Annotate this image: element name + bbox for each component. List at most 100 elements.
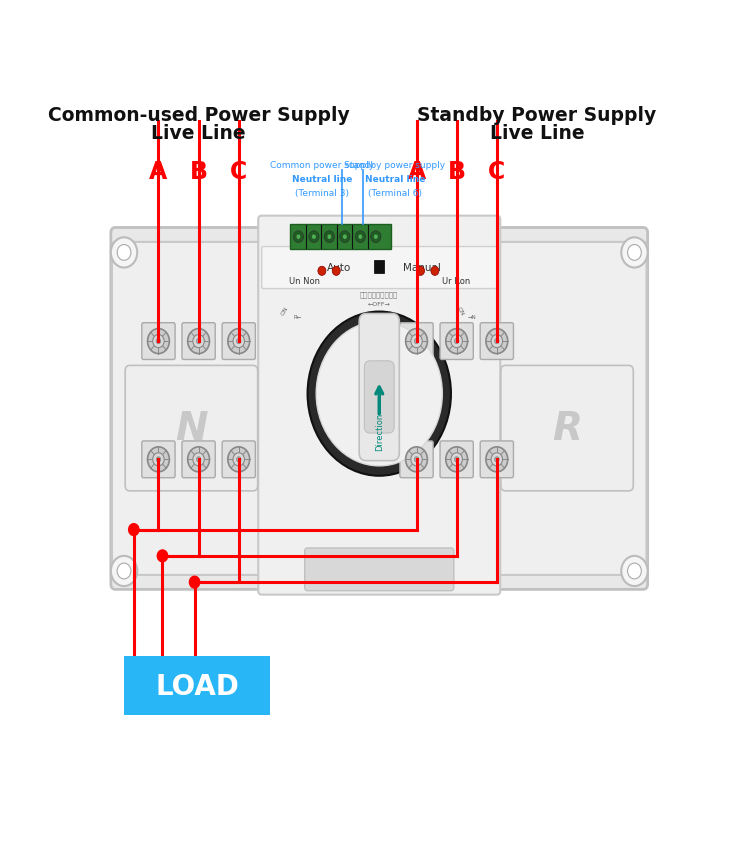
FancyBboxPatch shape [182,441,215,478]
Circle shape [233,453,244,466]
Circle shape [486,447,508,472]
FancyBboxPatch shape [400,323,433,360]
Circle shape [371,232,381,244]
Text: Direction: Direction [374,412,384,450]
Circle shape [309,232,319,244]
Circle shape [494,339,499,344]
Circle shape [327,235,332,240]
Text: R←: R← [294,315,302,320]
Circle shape [152,453,164,466]
Text: A: A [408,160,425,184]
Circle shape [237,339,241,344]
Circle shape [454,339,459,344]
Circle shape [417,267,425,276]
Circle shape [411,453,423,466]
FancyBboxPatch shape [142,323,175,360]
FancyBboxPatch shape [262,247,497,289]
FancyBboxPatch shape [222,323,255,360]
Circle shape [296,235,300,240]
Circle shape [152,335,164,348]
Text: Neutral line: Neutral line [292,176,352,184]
Text: Standby Power Supply: Standby Power Supply [417,106,656,124]
FancyBboxPatch shape [125,366,258,492]
Circle shape [147,329,169,354]
Text: Ur Ron: Ur Ron [442,277,470,285]
Text: R: R [552,410,582,448]
Bar [374,261,384,273]
Text: (Terminal 6): (Terminal 6) [368,188,422,198]
Text: ON: ON [456,305,465,316]
Text: Neutral line: Neutral line [365,176,425,184]
Circle shape [233,335,244,348]
Circle shape [129,524,139,536]
Circle shape [355,232,366,244]
Circle shape [332,267,340,276]
Circle shape [622,238,648,268]
Circle shape [188,447,209,472]
Circle shape [411,335,423,348]
Text: Live Line: Live Line [151,124,246,143]
Text: LOAD: LOAD [155,672,239,700]
Circle shape [451,335,462,348]
Text: Standby power supply: Standby power supply [344,161,445,170]
Text: B: B [448,160,465,184]
Circle shape [414,458,419,463]
Circle shape [486,329,508,354]
Text: →N: →N [468,315,477,320]
Circle shape [343,235,347,240]
FancyBboxPatch shape [305,549,454,591]
Circle shape [111,238,137,268]
FancyBboxPatch shape [112,243,283,575]
FancyBboxPatch shape [258,216,500,595]
Circle shape [111,556,137,586]
FancyBboxPatch shape [364,361,394,434]
Circle shape [237,458,241,463]
Circle shape [156,339,161,344]
Text: Auto: Auto [327,262,351,273]
Text: Common-used Power Supply: Common-used Power Supply [47,106,349,124]
Circle shape [324,232,334,244]
Circle shape [628,563,642,579]
Text: B: B [189,160,208,184]
Circle shape [491,453,502,466]
FancyBboxPatch shape [480,323,514,360]
Circle shape [293,232,303,244]
FancyBboxPatch shape [142,441,175,478]
Bar [290,225,391,250]
Text: N: N [175,410,207,448]
Text: Live Line: Live Line [490,124,585,143]
FancyBboxPatch shape [359,314,400,461]
Text: A: A [149,160,167,184]
Circle shape [358,235,363,240]
FancyBboxPatch shape [400,441,433,478]
FancyBboxPatch shape [111,228,648,590]
Circle shape [196,458,201,463]
Circle shape [318,267,326,276]
Text: Manual: Manual [403,262,441,273]
Circle shape [494,458,499,463]
Circle shape [156,458,161,463]
Text: C: C [230,160,247,184]
Circle shape [454,458,459,463]
Circle shape [117,563,131,579]
Circle shape [312,235,316,240]
Circle shape [622,556,648,586]
Circle shape [628,245,642,261]
Circle shape [196,339,201,344]
Circle shape [193,335,204,348]
Text: C: C [488,160,505,184]
FancyBboxPatch shape [440,323,474,360]
Circle shape [491,335,502,348]
Circle shape [414,339,419,344]
Text: Un Non: Un Non [289,277,320,285]
Text: ON: ON [280,305,290,316]
Circle shape [147,447,169,472]
Circle shape [406,329,428,354]
FancyBboxPatch shape [182,323,215,360]
Bar [124,657,270,716]
Circle shape [308,312,451,476]
Circle shape [451,453,462,466]
FancyBboxPatch shape [480,441,514,478]
FancyBboxPatch shape [222,441,255,478]
Circle shape [316,322,443,466]
